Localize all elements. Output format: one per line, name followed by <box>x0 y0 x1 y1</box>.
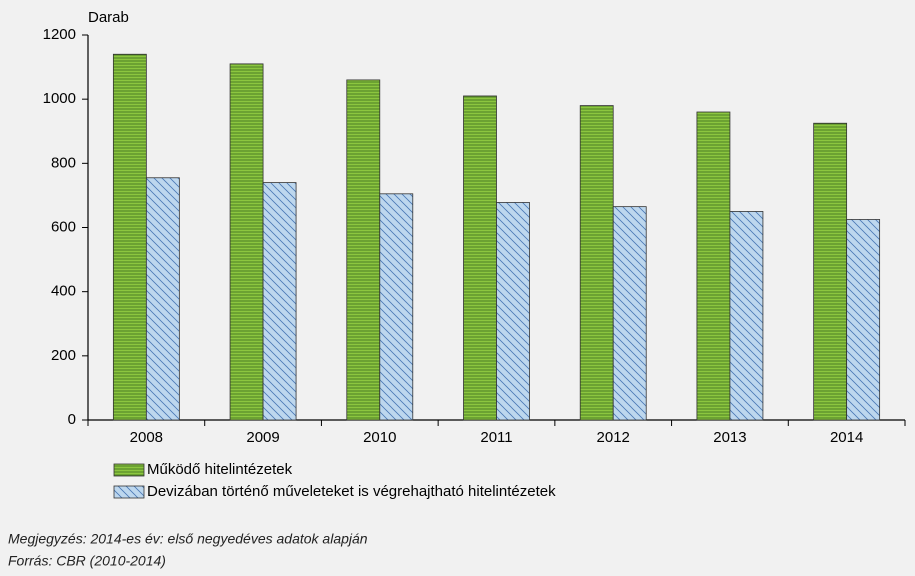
y-tick-label: 1000 <box>43 90 76 107</box>
bar <box>463 95 497 421</box>
x-tick-label: 2009 <box>246 429 279 446</box>
bar <box>379 193 414 421</box>
y-tick-label: 1200 <box>43 26 76 43</box>
legend-swatch <box>113 485 145 499</box>
bar <box>846 219 881 421</box>
legend-label: Működő hitelintézetek <box>147 461 293 478</box>
x-tick-label: 2010 <box>363 429 396 446</box>
y-tick-label: 400 <box>51 283 76 300</box>
x-tick-label: 2012 <box>597 429 630 446</box>
bar <box>112 53 147 421</box>
bar <box>346 79 381 421</box>
bar <box>612 206 647 421</box>
x-tick-label: 2013 <box>713 429 746 446</box>
note: Forrás: CBR (2010-2014) <box>8 553 166 569</box>
legend-swatch <box>113 463 145 477</box>
bar <box>229 63 264 421</box>
y-tick-label: 800 <box>51 154 76 171</box>
y-tick-label: 200 <box>51 347 76 364</box>
x-tick-label: 2011 <box>480 429 512 446</box>
y-tick-label: 0 <box>68 411 76 428</box>
note: Megjegyzés: 2014-es év: első negyedéves … <box>8 531 368 547</box>
legend-label: Devizában történő műveleteket is végreha… <box>147 483 556 500</box>
bar <box>496 202 530 421</box>
bar <box>696 111 731 421</box>
bar <box>729 211 764 421</box>
bar <box>813 122 848 421</box>
bar <box>145 177 180 421</box>
y-axis-label: Darab <box>88 9 129 26</box>
bar <box>579 105 614 421</box>
bar <box>262 182 297 421</box>
y-tick-label: 600 <box>51 218 76 235</box>
x-tick-label: 2008 <box>130 429 163 446</box>
x-tick-label: 2014 <box>830 429 863 446</box>
